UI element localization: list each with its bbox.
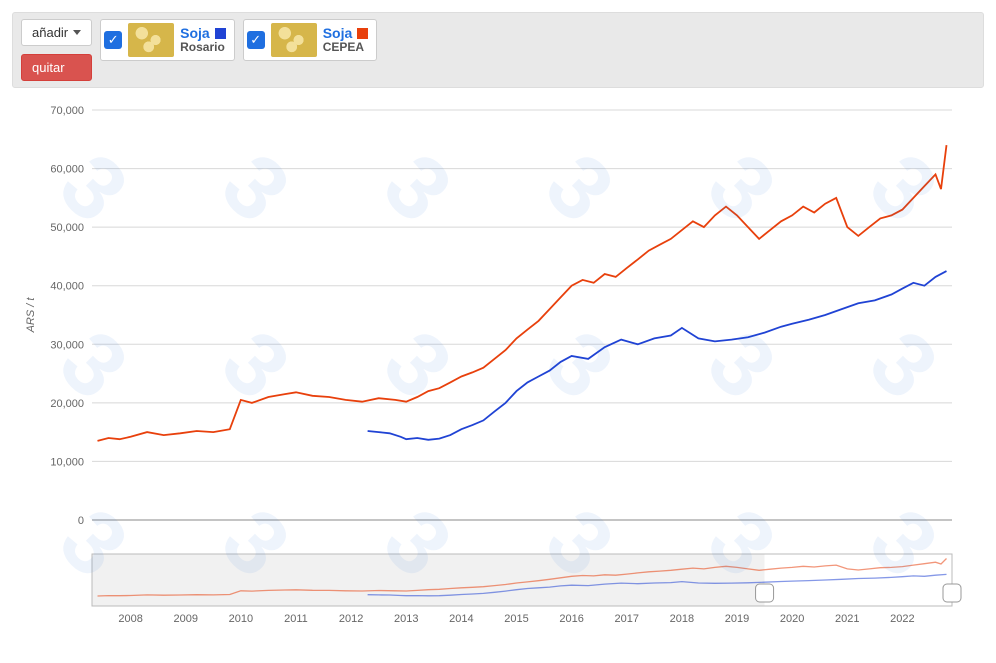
svg-text:30,000: 30,000 bbox=[50, 339, 84, 351]
main-chart[interactable]: 0 10,000 20,000 30,000 40,000 50,000 60,000 70,… bbox=[12, 100, 972, 550]
series-name: Soja bbox=[323, 26, 369, 41]
svg-text:ARS / t: ARS / t bbox=[25, 297, 37, 334]
toolbar: añadir quitar ✓ Soja Rosario ✓ Soja CEPE… bbox=[12, 12, 984, 88]
svg-text:2010: 2010 bbox=[229, 613, 253, 625]
checkbox-checked-icon[interactable]: ✓ bbox=[104, 31, 122, 49]
series-sub: CEPEA bbox=[323, 41, 369, 54]
chevron-down-icon bbox=[73, 30, 81, 35]
add-button[interactable]: añadir bbox=[21, 19, 92, 46]
navigator-chart[interactable]: 2008 2009 2010 2011 2012 2013 2014 2015 2016 2017… bbox=[12, 550, 972, 632]
soybean-thumbnail-icon bbox=[128, 23, 174, 57]
svg-text:2013: 2013 bbox=[394, 613, 418, 625]
svg-text:2012: 2012 bbox=[339, 613, 363, 625]
svg-text:2018: 2018 bbox=[670, 613, 694, 625]
svg-text:2019: 2019 bbox=[725, 613, 749, 625]
svg-text:2022: 2022 bbox=[890, 613, 914, 625]
svg-text:0: 0 bbox=[78, 515, 84, 527]
chart-area: 333333 333333 333333 010,00020,00030,000… bbox=[12, 100, 984, 632]
svg-text:10,000: 10,000 bbox=[50, 456, 84, 468]
soybean-thumbnail-icon bbox=[271, 23, 317, 57]
add-button-label: añadir bbox=[32, 25, 68, 40]
svg-text:50,000: 50,000 bbox=[50, 222, 84, 234]
svg-text:2014: 2014 bbox=[449, 613, 473, 625]
svg-text:2020: 2020 bbox=[780, 613, 804, 625]
toolbar-left-group: añadir quitar bbox=[21, 19, 92, 81]
series-card-rosario[interactable]: ✓ Soja Rosario bbox=[100, 19, 235, 61]
series-card-cepea[interactable]: ✓ Soja CEPEA bbox=[243, 19, 378, 61]
svg-text:20,000: 20,000 bbox=[50, 398, 84, 410]
series-sub: Rosario bbox=[180, 41, 226, 54]
svg-text:2011: 2011 bbox=[284, 613, 308, 625]
svg-text:2015: 2015 bbox=[504, 613, 528, 625]
svg-text:2008: 2008 bbox=[118, 613, 142, 625]
color-swatch-icon bbox=[357, 28, 368, 39]
remove-button-label: quitar bbox=[32, 60, 65, 75]
svg-text:40,000: 40,000 bbox=[50, 281, 84, 293]
color-swatch-icon bbox=[215, 28, 226, 39]
checkbox-checked-icon[interactable]: ✓ bbox=[247, 31, 265, 49]
svg-text:60,000: 60,000 bbox=[50, 164, 84, 176]
svg-text:2017: 2017 bbox=[615, 613, 639, 625]
svg-text:2021: 2021 bbox=[835, 613, 859, 625]
svg-text:2016: 2016 bbox=[559, 613, 583, 625]
remove-button[interactable]: quitar bbox=[21, 54, 92, 81]
svg-text:2009: 2009 bbox=[173, 613, 197, 625]
series-name: Soja bbox=[180, 26, 226, 41]
svg-text:70,000: 70,000 bbox=[50, 105, 84, 117]
